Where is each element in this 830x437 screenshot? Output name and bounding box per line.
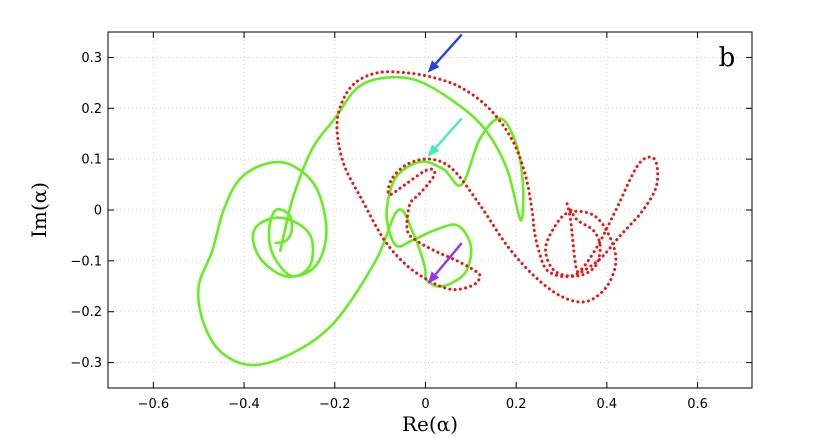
- x-tick-label: 0.6: [687, 397, 708, 412]
- arrow-3-head: [427, 271, 440, 284]
- x-tick-label: 0: [421, 397, 429, 412]
- arrow-1-head: [427, 60, 440, 73]
- x-tick-label: 0.2: [506, 397, 527, 412]
- series-layer: [196, 70, 660, 367]
- x-tick-label: −0.6: [138, 397, 170, 412]
- y-tick-label: 0.3: [81, 51, 102, 66]
- x-tick-label: 0.4: [597, 397, 618, 412]
- arrow-layer: [427, 33, 463, 284]
- x-tick-label: −0.4: [228, 397, 260, 412]
- series-line-1: [196, 75, 525, 367]
- y-tick-label: −0.1: [70, 254, 102, 269]
- arrow-2-shaft: [434, 117, 463, 149]
- y-axis-label: Im(α): [27, 182, 51, 238]
- x-axis-label: Re(α): [402, 412, 458, 436]
- panel-label: b: [719, 43, 736, 73]
- series-line-2: [335, 70, 660, 304]
- ticks: −0.6 −0.4 −0.2 0 0.2 0.4 0.6 0.3 0.2 0.1 0 −0.1 −0.2…: [70, 32, 752, 412]
- y-tick-label: 0.2: [81, 102, 102, 117]
- arrow-3-shaft: [434, 242, 463, 276]
- arrow-2-head: [427, 144, 440, 157]
- y-tick-label: 0.1: [81, 153, 102, 168]
- arrow-1-shaft: [434, 33, 463, 65]
- y-tick-label: −0.3: [70, 356, 102, 371]
- y-tick-label: 0: [94, 204, 102, 219]
- x-tick-label: −0.2: [319, 397, 351, 412]
- y-tick-label: −0.2: [70, 305, 102, 320]
